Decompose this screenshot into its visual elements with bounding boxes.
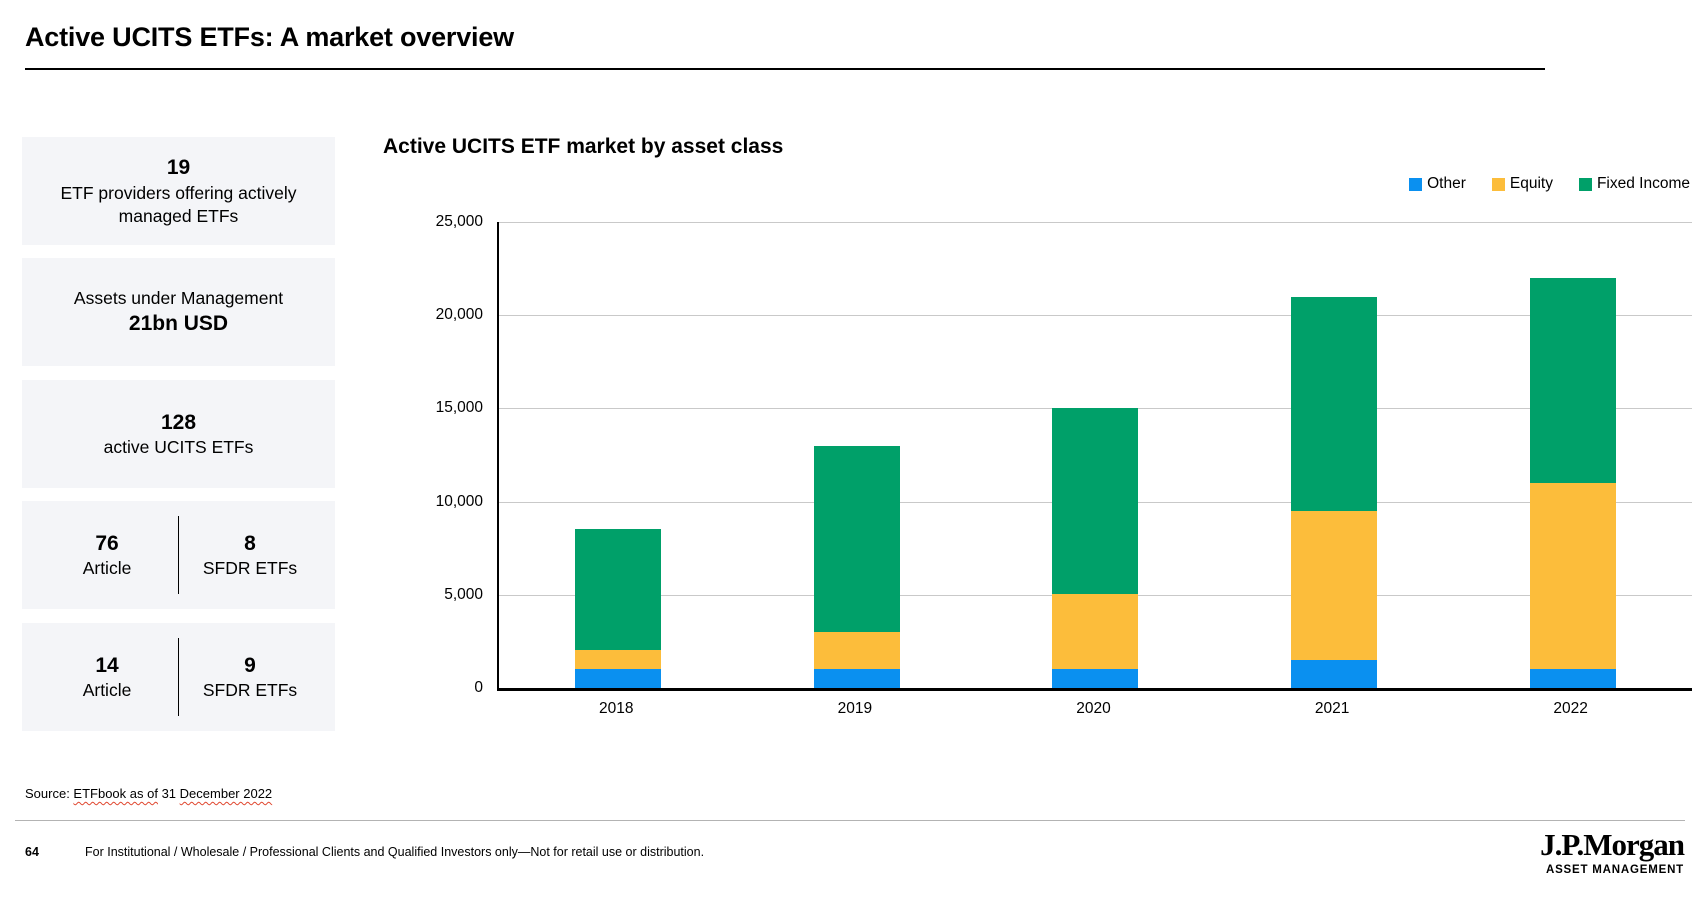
source-text-spellchecked: ETFbook as of (73, 786, 158, 801)
chart-title: Active UCITS ETF market by asset class (383, 135, 784, 158)
gridline (499, 315, 1692, 317)
bar-segment-2018-other (575, 669, 662, 688)
bar-segment-2020-equity (1052, 594, 1139, 669)
legend-item-other: Other (1409, 175, 1466, 193)
stat-value: 9 (244, 653, 256, 677)
bar-2022 (1529, 278, 1616, 688)
stat-label: SFDR ETFs (202, 680, 298, 701)
stat-value: 14 (95, 653, 119, 677)
stat-box-etf-count: 128 active UCITS ETFs (22, 380, 335, 488)
page-title: Active UCITS ETFs: A market overview (25, 22, 514, 52)
y-tick-label: 25,000 (435, 213, 483, 230)
stat-label: Article (82, 558, 132, 579)
legend-label: Other (1427, 175, 1466, 192)
bar-2019 (813, 446, 900, 688)
stat-box-providers: 19 ETF providers offering actively manag… (22, 137, 335, 245)
stat-value: 8 (244, 531, 256, 555)
bar-segment-2021-fixed-income (1291, 297, 1378, 511)
stat-value: 76 (95, 531, 119, 555)
title-divider (25, 68, 1545, 70)
bar-2021 (1291, 297, 1378, 688)
stat-label: active UCITS ETFs (103, 437, 254, 458)
source-note: Source: ETFbook as of 31 December 2022 (25, 786, 272, 801)
x-tick-label: 2022 (1553, 700, 1588, 717)
disclaimer-text: For Institutional / Wholesale / Professi… (85, 845, 705, 859)
stat-box-article8: 76 Article 8 SFDR ETFs (22, 501, 335, 609)
y-tick-label: 15,000 (435, 399, 483, 417)
stat-box-article9: 14 Article 9 SFDR ETFs (22, 623, 335, 731)
bar-segment-2021-equity (1291, 511, 1378, 660)
legend-label: Fixed Income (1596, 175, 1690, 192)
y-tick-label: 5,000 (444, 585, 483, 603)
x-axis-labels: 2018 2019 2020 2021 2022 (497, 700, 1690, 718)
x-tick-label: 2020 (1076, 700, 1111, 717)
stat-label: Article (82, 680, 132, 701)
vertical-divider (178, 516, 179, 594)
source-middle: 31 (157, 786, 180, 801)
bar-segment-2020-other (1052, 669, 1139, 688)
asset-management-label: ASSET MANAGEMENT (1545, 863, 1684, 876)
legend-swatch-equity (1491, 177, 1505, 191)
stat-cell-right: 8 SFDR ETFs (179, 530, 321, 581)
bar-2020 (1052, 408, 1139, 688)
legend-label: Equity (1509, 175, 1553, 192)
bar-segment-2022-fixed-income (1529, 278, 1616, 483)
y-tick-label: 10,000 (435, 492, 483, 510)
bar-2018 (575, 529, 662, 688)
source-prefix: Source: (25, 786, 74, 801)
stat-label: SFDR ETFs (202, 558, 298, 579)
stat-label: ETF providers offering actively managed … (60, 182, 297, 226)
bar-segment-2019-fixed-income (813, 446, 900, 632)
stat-cell-left: 76 Article (36, 530, 178, 581)
legend-swatch-other (1409, 177, 1423, 191)
bar-segment-2018-fixed-income (575, 529, 662, 650)
x-tick-label: 2021 (1314, 700, 1350, 717)
bar-segment-2022-equity (1529, 483, 1616, 669)
legend-item-equity: Equity (1491, 175, 1553, 193)
bar-segment-2019-other (813, 669, 900, 688)
bar-segment-2021-other (1291, 660, 1378, 688)
vertical-divider (178, 638, 179, 716)
brand-logo: J.P.Morgan ASSET MANAGEMENT (1540, 827, 1685, 876)
stat-box-aum: Assets under Management 21bn USD (22, 258, 335, 366)
bars-container (499, 222, 1692, 688)
bar-segment-2020-fixed-income (1052, 408, 1139, 594)
bar-segment-2018-equity (575, 650, 662, 669)
bar-segment-2022-other (1529, 669, 1616, 688)
stat-value: 19 (166, 156, 191, 180)
y-tick-label: 20,000 (435, 306, 483, 324)
jpmorgan-wordmark: J.P.Morgan (1540, 827, 1685, 862)
legend-item-fixed-income: Fixed Income (1578, 175, 1690, 193)
stat-cell-left: 14 Article (36, 652, 178, 703)
stat-value: 128 (160, 410, 197, 434)
y-axis-labels: 0 5,000 10,000 15,000 20,000 25,000 (400, 213, 483, 696)
gridline (499, 222, 1692, 223)
stat-label: Assets under Management (73, 287, 284, 308)
source-text-spellchecked: December 2022 (179, 786, 273, 801)
y-tick-label: 0 (474, 679, 483, 696)
x-tick-label: 2019 (837, 700, 873, 717)
stat-value: 21bn USD (128, 311, 229, 335)
bar-segment-2019-equity (813, 632, 900, 669)
stat-cell-right: 9 SFDR ETFs (179, 652, 321, 703)
page-number: 64 (25, 845, 39, 859)
chart-legend: Other Equity Fixed Income (1409, 175, 1690, 193)
footer-divider (15, 820, 1685, 821)
x-tick-label: 2018 (599, 700, 634, 717)
legend-swatch-fixed-income (1578, 177, 1592, 191)
plot-area (497, 222, 1692, 691)
